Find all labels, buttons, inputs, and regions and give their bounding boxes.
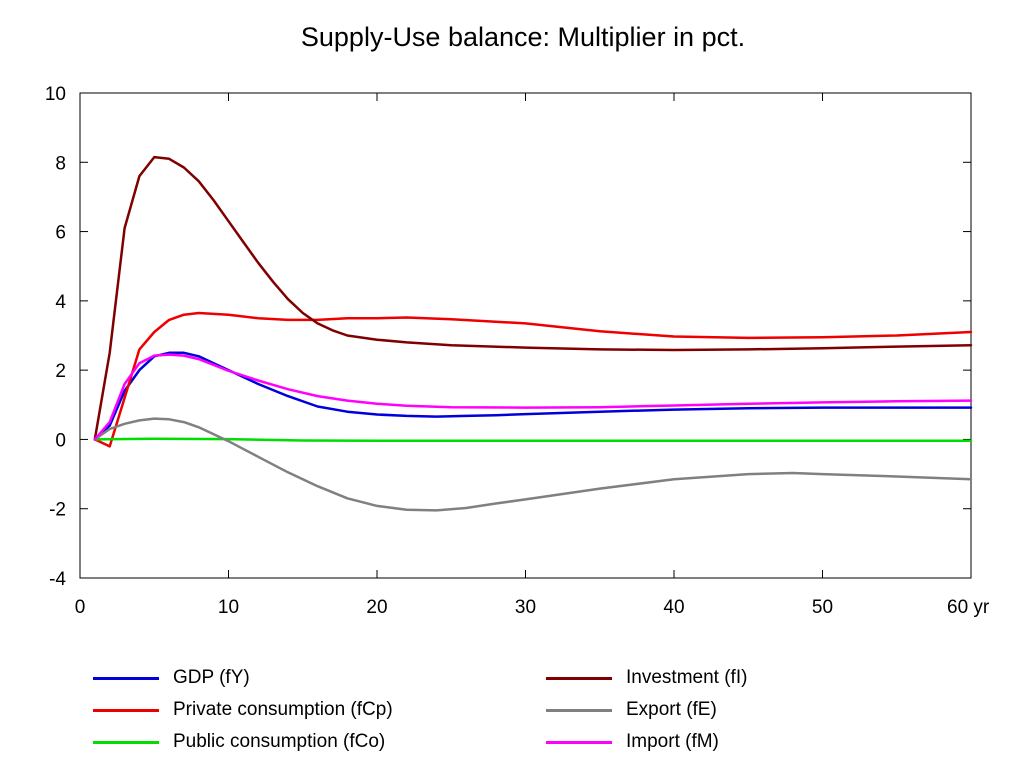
x-tick-label: 50	[812, 597, 833, 618]
y-tick-label: -2	[49, 500, 66, 521]
legend-label: Private consumption (fCp)	[173, 699, 393, 720]
legend-swatch	[93, 708, 159, 712]
legend-swatch	[546, 740, 612, 744]
legend-label: GDP (fY)	[173, 667, 250, 688]
y-tick-label: 10	[45, 84, 66, 105]
plot-frame	[79, 92, 972, 579]
legend-swatch	[93, 740, 159, 744]
chart-title: Supply-Use balance: Multiplier in pct.	[300, 22, 746, 52]
series-line-gdp-fy	[93, 351, 973, 441]
legend-item-gdp-fy: GDP (fY)	[93, 665, 250, 691]
y-tick-label: 0	[55, 430, 66, 451]
series-lines	[93, 155, 973, 512]
y-tick-label: -4	[49, 569, 66, 590]
legend-swatch	[93, 676, 159, 680]
x-tick-label: 0	[75, 597, 86, 618]
x-tick-label: 20	[366, 597, 387, 618]
legend-label: Export (fE)	[626, 699, 717, 720]
series-line-public-consumption-fco	[93, 437, 973, 443]
legend-swatch	[546, 676, 612, 680]
axes: -4 -2 0 2 4 6 8 10 0 10 20 30 40 50 60 yr	[45, 84, 990, 618]
legend-swatch	[546, 708, 612, 712]
series-line-import-fm	[93, 353, 973, 441]
legend-label: Investment (fI)	[626, 667, 748, 688]
legend-item-export-fe: Export (fE)	[546, 697, 717, 723]
series-line-investment-fi	[93, 155, 973, 441]
y-tick-label: 4	[55, 292, 66, 313]
legend-item-investment-fi: Investment (fI)	[546, 665, 747, 691]
x-tick-label: 10	[218, 597, 239, 618]
y-tick-label: 8	[55, 153, 66, 174]
legend-item-public-consumption-fco: Public consumption (fCo)	[93, 729, 385, 755]
series-line-export-fe	[93, 417, 973, 512]
x-tick-label: 30	[515, 597, 536, 618]
legend-label: Public consumption (fCo)	[173, 731, 386, 752]
y-tick-label: 2	[55, 361, 66, 382]
series-line-private-consumption-fcp	[93, 311, 973, 448]
legend-item-private-consumption-fcp: Private consumption (fCp)	[93, 697, 393, 723]
x-tick-label: 40	[663, 597, 684, 618]
legend-item-import-fm: Import (fM)	[546, 729, 719, 755]
y-tick-label: 6	[55, 223, 66, 244]
x-tick-label: 60 yr	[947, 597, 990, 618]
legend-label: Import (fM)	[626, 731, 719, 752]
line-chart: -4 -2 0 2 4 6 8 10 0 10 20 30 40 50 60 yr	[45, 84, 990, 618]
